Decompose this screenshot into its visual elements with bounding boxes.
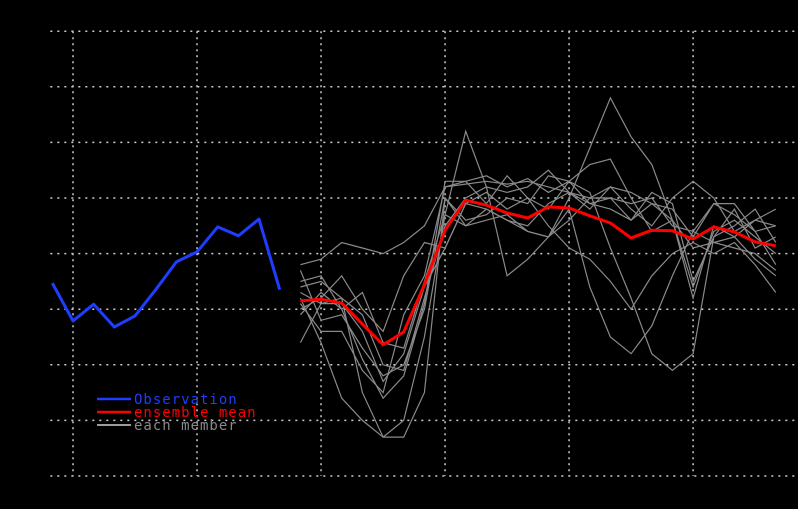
member-line (300, 169, 777, 372)
member-line (300, 191, 777, 333)
ensemble-mean-line (300, 198, 777, 347)
member-line (299, 96, 777, 438)
member-line (300, 158, 777, 400)
legend: Observation ensemble mean each member (97, 392, 257, 434)
observation-line-group (50, 217, 282, 329)
member-lines (299, 96, 777, 438)
member-line (299, 197, 777, 349)
observation-line (50, 217, 282, 329)
member-line (300, 180, 776, 383)
grid (50, 30, 798, 477)
member-line (300, 180, 776, 266)
ensemble-mean-line-group (300, 198, 777, 347)
member-line (299, 175, 777, 377)
legend-label-observation: Observation (134, 392, 238, 408)
legend-label-each-member: each member (134, 418, 238, 434)
legend-label-ensemble-mean: ensemble mean (134, 405, 257, 421)
